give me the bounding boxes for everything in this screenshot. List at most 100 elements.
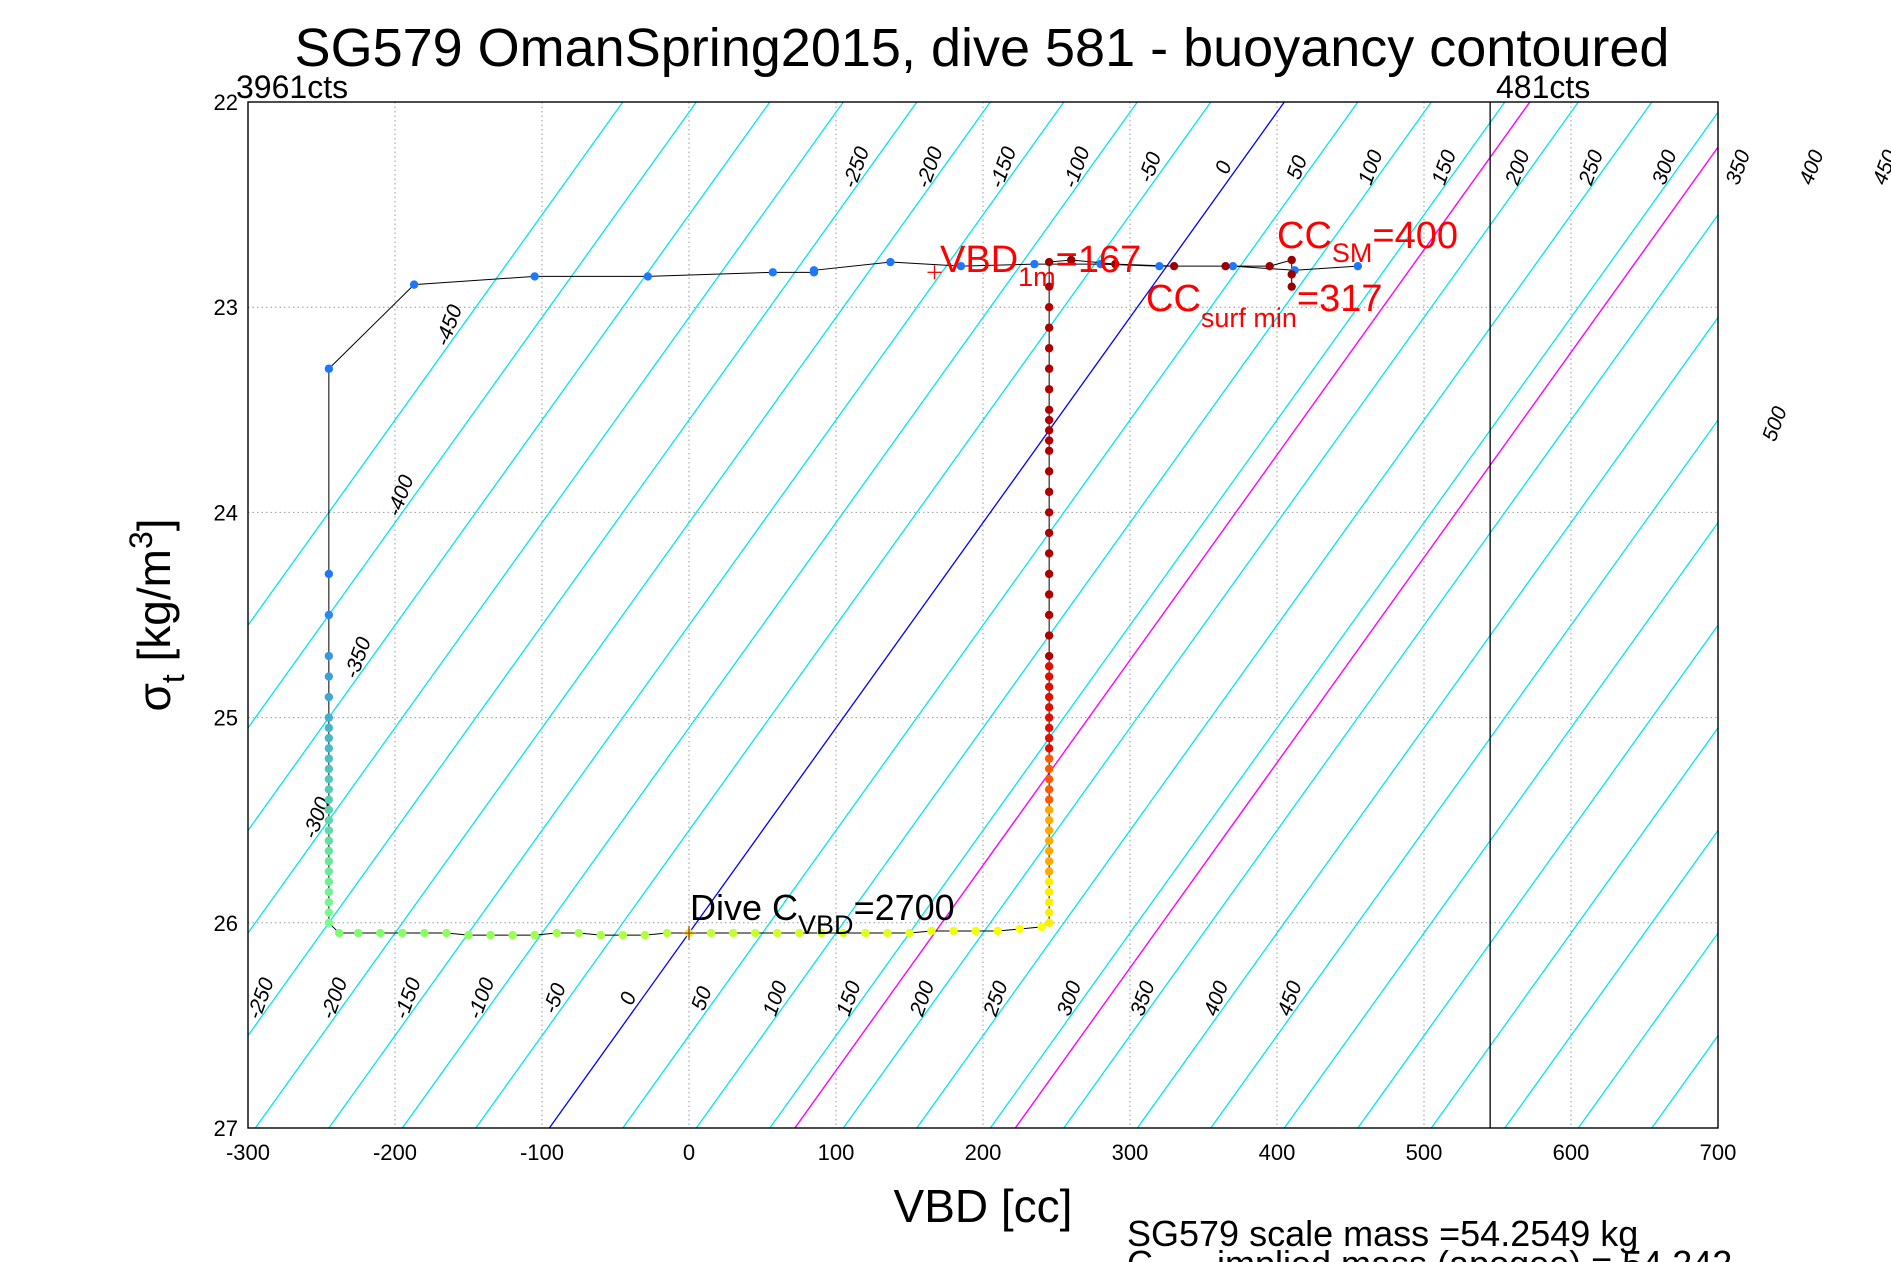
data-point: [1044, 857, 1054, 866]
data-point: [886, 257, 895, 267]
y-tick-label: 26: [214, 911, 238, 936]
data-point: [324, 867, 334, 876]
data-point: [1044, 918, 1054, 927]
implied-mass-rest: implied mass (apogee) = 54.242: [1217, 1243, 1732, 1262]
data-point: [324, 610, 334, 620]
data-point: [1044, 713, 1054, 722]
data-point: [324, 754, 334, 763]
data-point: [1228, 261, 1238, 271]
data-point: [1044, 785, 1054, 794]
y-tick-label: 25: [214, 706, 238, 731]
contour-label: 100: [759, 978, 793, 1019]
data-point: [324, 805, 334, 815]
y-tick-label: 22: [214, 90, 238, 115]
y-tick-label: 27: [214, 1116, 238, 1141]
data-point: [809, 268, 819, 277]
x-axis-label: VBD [cc]: [894, 1180, 1073, 1232]
x-tick-labels: -300 -200 -100 0 100 200 300 400 500 600 700: [226, 1140, 1736, 1165]
data-point: [1353, 261, 1363, 271]
data-point: [1044, 651, 1054, 661]
data-point: [662, 928, 672, 938]
data-point: [324, 713, 334, 722]
contour-line: [1136, 316, 1718, 1128]
contour-label: 200: [1501, 147, 1535, 189]
data-point: [1044, 846, 1054, 856]
data-point: [1044, 692, 1054, 702]
data-point: [1067, 255, 1076, 265]
dive-trace: [324, 255, 1363, 940]
dive-cvbd-pre: Dive C: [690, 887, 798, 928]
data-point: [1044, 744, 1054, 753]
data-point: [706, 928, 716, 938]
data-point: [334, 928, 344, 938]
data-point: [1044, 436, 1054, 445]
ccsurf-annotation: CCsurf min=317: [1146, 278, 1383, 333]
contour-label: 400: [1200, 978, 1234, 1019]
data-point: [1044, 898, 1054, 907]
data-point: [1044, 703, 1054, 712]
data-point: [956, 261, 966, 271]
data-point: [486, 930, 495, 940]
data-point: [949, 926, 958, 936]
contour-label: -200: [316, 975, 352, 1023]
contour-line: [989, 111, 1718, 1128]
data-point: [1044, 754, 1054, 763]
contour-label: -100: [1059, 144, 1095, 192]
grid: [248, 102, 1718, 1128]
data-point: [839, 928, 848, 938]
data-point: [324, 846, 334, 856]
data-point: [1044, 836, 1054, 845]
contour-line: [475, 102, 1212, 1128]
x-tick-label: 700: [1700, 1140, 1737, 1165]
contour-line: [1872, 102, 1891, 1128]
contour-line: [1577, 931, 1718, 1128]
data-point: [1044, 723, 1054, 733]
contour-line: [1651, 1034, 1718, 1128]
contour-line: [842, 102, 1579, 1128]
data-point: [1015, 924, 1024, 934]
data-point: [1221, 261, 1230, 271]
data-point: [1044, 446, 1054, 456]
y-tick-label: 24: [214, 500, 238, 525]
data-point: [750, 928, 760, 938]
contour-line: [695, 102, 1432, 1128]
data-point: [861, 928, 870, 938]
contour-label: 50: [687, 983, 717, 1013]
contour-line: [769, 102, 1506, 1128]
data-point: [1044, 795, 1054, 804]
data-point: [1044, 385, 1054, 394]
data-point: [354, 928, 363, 938]
x-tick-label: 300: [1112, 1140, 1149, 1165]
contour-line: [254, 102, 991, 1128]
data-point: [324, 692, 334, 702]
x-tick-label: 600: [1553, 1140, 1590, 1165]
reference-contour-line: [794, 102, 1531, 1128]
data-point: [464, 930, 473, 940]
implied-mass-note: Cimplied mass (apogee) = 54.242: [1127, 1243, 1732, 1262]
data-point: [324, 672, 334, 681]
ccsurf-value: =317: [1297, 278, 1383, 320]
data-point: [1155, 261, 1164, 271]
data-point: [324, 898, 334, 907]
contour-line: [248, 102, 697, 729]
data-point: [1044, 282, 1054, 291]
contour-line: [622, 102, 1359, 1128]
data-point: [1044, 826, 1054, 835]
implied-mass-main: C: [1127, 1243, 1153, 1262]
data-point: [1044, 590, 1054, 599]
x-tick-label: -100: [520, 1140, 564, 1165]
dive-cvbd-value: =2700: [854, 887, 955, 928]
data-point: [1287, 282, 1296, 291]
contour-line: [248, 102, 624, 627]
ylabel-unit-sup: 3: [123, 531, 159, 549]
data-point: [324, 918, 334, 927]
data-point: [552, 928, 561, 938]
data-point: [324, 877, 334, 886]
ccsm-value: =400: [1372, 215, 1458, 257]
buoyancy-contours: [248, 102, 1891, 1128]
data-point: [883, 928, 892, 938]
ylabel-sub: t: [155, 674, 191, 683]
data-point: [1030, 259, 1039, 269]
data-point: [640, 930, 650, 940]
